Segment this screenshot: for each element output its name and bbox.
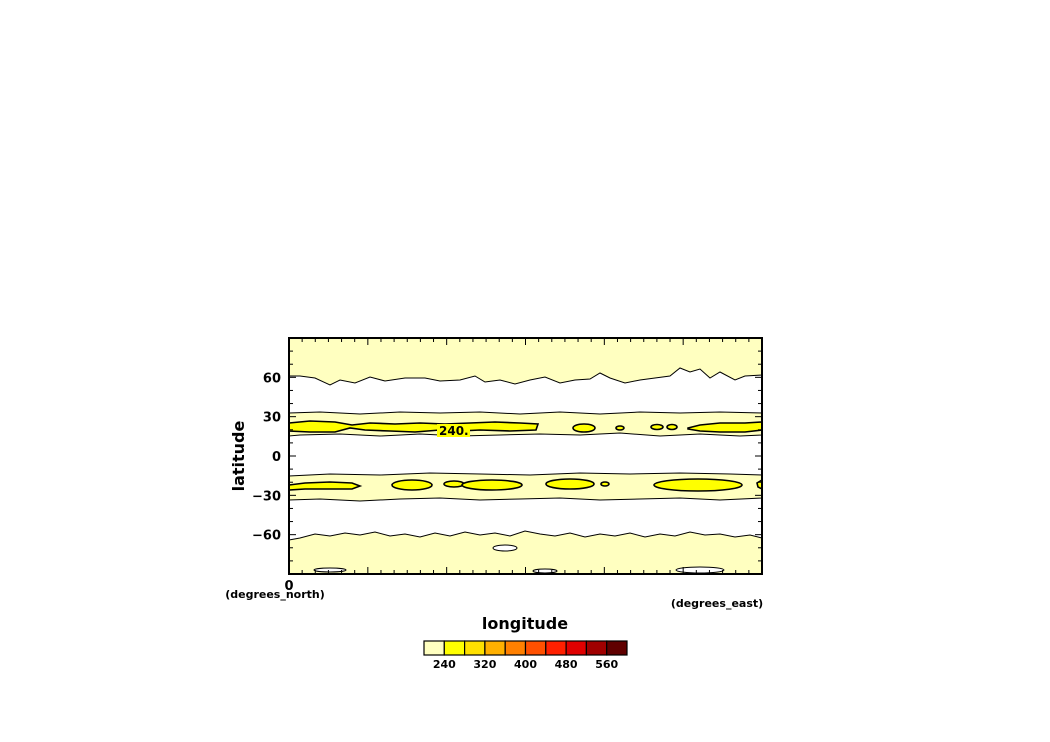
cell-north-240-4 bbox=[651, 425, 663, 430]
cell-south-240-6 bbox=[601, 482, 609, 486]
y-axis-title: latitude bbox=[229, 420, 248, 491]
cell-north-240-1 bbox=[289, 421, 538, 432]
colorbar-label-0: 240 bbox=[433, 658, 456, 671]
cell-north-240-3 bbox=[616, 426, 624, 430]
cell-south-240-5 bbox=[546, 479, 594, 489]
colorbar-swatch-4 bbox=[505, 641, 525, 655]
colorbar-label-2: 400 bbox=[514, 658, 537, 671]
cell-north-240-5 bbox=[667, 425, 677, 430]
cell-north-240-2 bbox=[573, 424, 595, 432]
y-tick-label-4: −60 bbox=[252, 529, 281, 544]
colorbar bbox=[424, 641, 627, 655]
y-tick-label-1: 30 bbox=[263, 411, 281, 426]
cell-south-240-2 bbox=[392, 480, 432, 490]
colorbar-swatch-2 bbox=[465, 641, 485, 655]
y-tick-label-0: 60 bbox=[263, 371, 281, 386]
colorbar-swatch-6 bbox=[546, 641, 566, 655]
colorbar-swatch-3 bbox=[485, 641, 505, 655]
contour-label: 240. bbox=[439, 424, 469, 438]
cell-south-240-4 bbox=[462, 480, 522, 490]
cell-south-240-7 bbox=[654, 479, 742, 491]
colorbar-labels: 240 320 400 480 560 bbox=[433, 658, 619, 671]
y-tick-labels: 60 30 0 −30 −60 bbox=[252, 371, 281, 543]
colorbar-label-1: 320 bbox=[473, 658, 496, 671]
y-tick-label-2: 0 bbox=[272, 450, 281, 465]
cell-south-240-1 bbox=[289, 482, 360, 490]
colorbar-swatch-8 bbox=[586, 641, 606, 655]
colorbar-swatch-5 bbox=[526, 641, 546, 655]
colorbar-swatch-9 bbox=[607, 641, 627, 655]
colorbar-swatch-0 bbox=[424, 641, 444, 655]
cell-south-240-3 bbox=[444, 481, 464, 487]
colorbar-label-3: 480 bbox=[555, 658, 578, 671]
y-units-label: (degrees_north) bbox=[225, 588, 325, 601]
x-units-label: (degrees_east) bbox=[671, 597, 763, 610]
colorbar-swatch-7 bbox=[566, 641, 586, 655]
hole-south-polar-3 bbox=[533, 569, 557, 573]
x-axis-title: longitude bbox=[482, 614, 568, 633]
colorbar-swatch-1 bbox=[444, 641, 464, 655]
y-tick-label-3: −30 bbox=[252, 489, 281, 504]
hole-south-polar-1 bbox=[493, 545, 517, 551]
colorbar-label-4: 560 bbox=[595, 658, 618, 671]
